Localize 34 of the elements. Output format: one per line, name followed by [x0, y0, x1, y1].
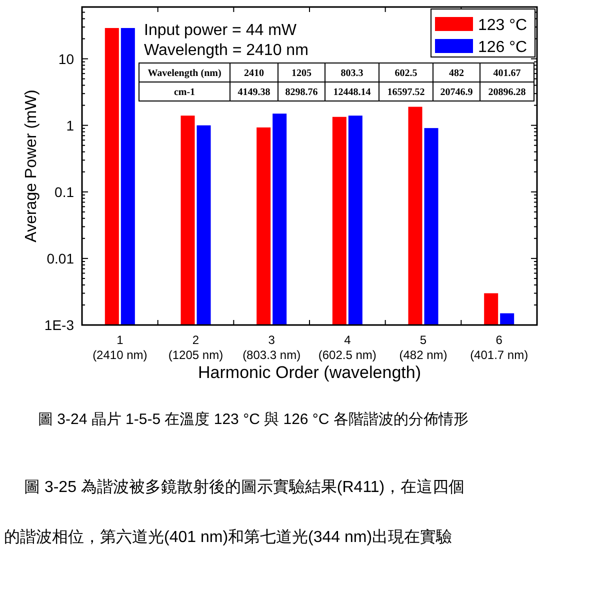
text: 的諧波相位，第六道光(401 nm)和第七道光(344 nm)出現在實驗 — [4, 528, 452, 546]
annotation: Input power = 44 mW — [144, 22, 298, 39]
x-tick-label: 4 (602.5 nm) — [318, 333, 376, 362]
annotation: 12448.14 — [333, 87, 371, 98]
caption: 圖 3-25 為諧波被多鏡散射後的圖示實驗結果(R411)，在這四個 — [24, 478, 465, 496]
legend-label: 123 °C — [478, 17, 528, 34]
annotation: 1205 — [292, 68, 312, 79]
x-tick-label: 2 (1205 nm) — [168, 333, 224, 362]
x-tick-label: 5 (482 nm) — [399, 333, 448, 362]
y-axis-title: Average Power (mW) — [23, 90, 40, 242]
y-tick-label: 0.1 — [54, 184, 74, 200]
annotation: Wavelength = 2410 nm — [144, 42, 308, 59]
annotation: 16597.52 — [387, 87, 425, 98]
annotation: 8298.76 — [285, 87, 318, 98]
annotation: 2410 — [244, 68, 264, 79]
annotation: Wavelength (nm) — [148, 68, 222, 79]
y-tick-label: 10 — [58, 50, 74, 67]
annotation: 482 — [449, 68, 464, 79]
x-tick-label: 3 (803.3 nm) — [242, 333, 301, 362]
y-tick-label: 1E-3 — [44, 317, 74, 333]
annotation: 401.67 — [493, 68, 521, 79]
annotation: 20746.9 — [440, 87, 473, 98]
annotation: 803.3 — [340, 68, 364, 79]
annotation: 4149.38 — [238, 87, 270, 98]
y-tick-label: 0.01 — [46, 250, 74, 266]
annotation: cm-1 — [174, 87, 196, 98]
annotation: 602.5 — [394, 68, 418, 79]
caption: 圖 3-24 晶片 1-5-5 在溫度 123 °C 與 126 °C 各階諧波的分佈情形 — [38, 411, 468, 428]
x-tick-label: 6 (401.7 nm) — [470, 333, 528, 362]
annotation: 20896.28 — [488, 87, 526, 98]
legend-label: 126 °C — [478, 39, 528, 56]
y-tick-label: 1 — [66, 117, 74, 134]
x-tick-label: 1 (2410 nm) — [92, 333, 148, 362]
x-axis-title: Harmonic Order (wavelength) — [198, 363, 421, 382]
